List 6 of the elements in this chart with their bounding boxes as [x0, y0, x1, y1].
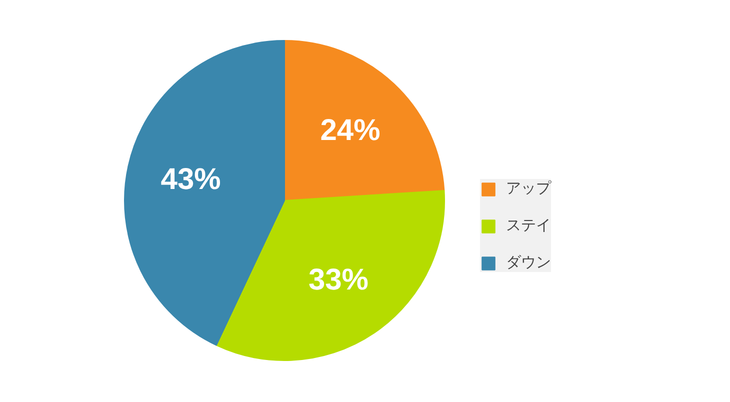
data-label: 24%	[320, 114, 380, 148]
legend-label: アップ	[506, 179, 551, 198]
legend-label: ダウン	[506, 253, 551, 272]
data-label: 43%	[160, 163, 221, 196]
data-label: 33%	[308, 263, 368, 296]
legend-label: ステイ	[506, 216, 551, 235]
